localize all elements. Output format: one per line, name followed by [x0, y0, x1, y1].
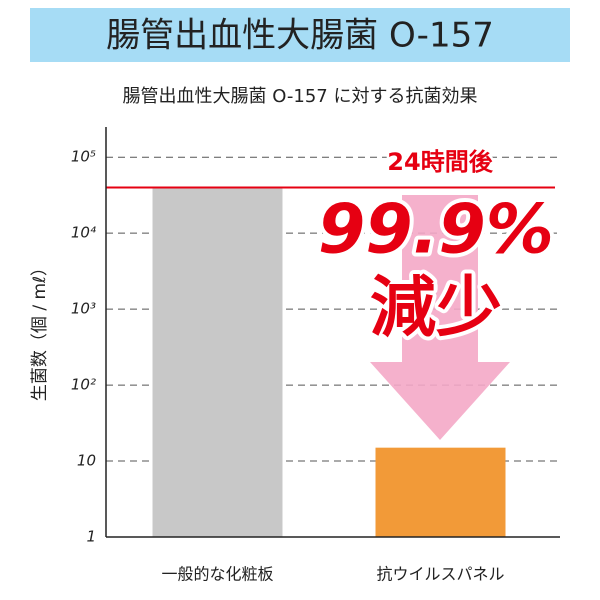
- time-annotation: 24時間後: [387, 148, 493, 176]
- y-tick-label: 10⁵: [71, 148, 96, 166]
- plot: 1 10 10² 10³ 10⁴ 10⁵ 一般的な化粧板 抗ウイルスパネル: [71, 127, 560, 584]
- y-tick-label: 1: [86, 528, 96, 546]
- y-tick-label: 10³: [71, 300, 96, 318]
- title-banner: [30, 8, 570, 62]
- bar: [375, 447, 506, 537]
- reduction-annotation: 99.9%: [318, 191, 554, 270]
- decrease-annotation: 減少: [370, 269, 502, 346]
- y-tick-label: 10⁴: [71, 224, 96, 242]
- x-tick-label: 抗ウイルスパネル: [376, 565, 504, 584]
- chart-subtitle: 腸管出血性大腸菌 O-157 に対する抗菌効果: [123, 86, 478, 107]
- decrease-arrow: [370, 195, 510, 440]
- bar: [152, 187, 283, 537]
- annotations: 24時間後 99.9% 減少: [314, 146, 558, 351]
- y-tick-label: 10: [77, 452, 96, 470]
- y-tick-label: 10²: [71, 376, 96, 394]
- chart-title: 腸管出血性大腸菌 O-157: [106, 16, 494, 56]
- y-axis-label: 生菌数（個 / mℓ）: [30, 259, 50, 401]
- x-tick-label: 一般的な化粧板: [161, 565, 273, 584]
